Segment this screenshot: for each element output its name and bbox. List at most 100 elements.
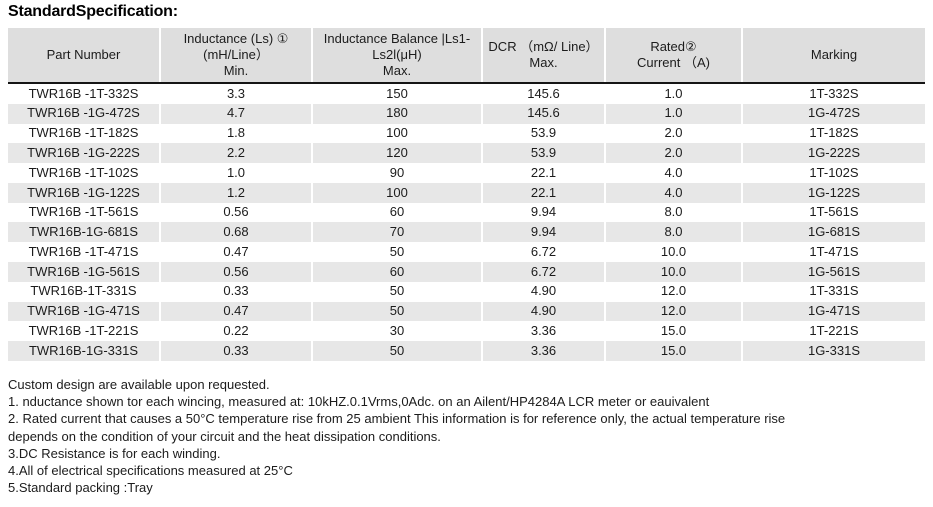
cell-marking: 1T-331S (809, 283, 859, 299)
cell-part-number: TWR16B -1T-471S (8, 242, 161, 263)
table-row: TWR16B -1G-472S 4.7 180 145.6 1.0 1G-472… (8, 103, 925, 124)
cell-marking: 1G-681S (807, 224, 861, 240)
col-header-marking: Marking (742, 28, 925, 84)
cell-dcr: 22.1 (482, 163, 606, 183)
col-header-rated-current: Rated② Current （A) (605, 28, 743, 84)
cell-inductance-balance: 90 (312, 163, 483, 183)
table-row: TWR16B -1T-471S 0.47 50 6.72 10.0 1T-471… (8, 242, 925, 263)
cell-inductance: 0.47 (160, 242, 313, 263)
note-4: 4.All of electrical specifications measu… (8, 462, 293, 478)
cell-marking: 1T-221S (809, 322, 859, 338)
header-row: Part Number Inductance (Ls) ① (mH/Line） … (8, 28, 925, 84)
cell-part-number: TWR16B -1T-102S (8, 163, 161, 183)
cell-rated-current: 8.0 (605, 202, 743, 223)
cell-rated-current: 1.0 (605, 83, 743, 104)
table-row: TWR16B-1G-331S 0.33 50 3.36 15.0 1G-331S (8, 341, 925, 361)
header-line: Marking (810, 47, 858, 62)
specification-table: Part Number Inductance (Ls) ① (mH/Line） … (8, 28, 925, 361)
cell-inductance: 0.56 (160, 262, 313, 282)
cell-inductance: 0.22 (160, 321, 313, 342)
cell-dcr: 22.1 (482, 182, 606, 203)
cell-inductance: 2.2 (160, 143, 313, 164)
cell-marking: 1T-561S (809, 204, 859, 220)
cell-marking: 1T-102S (809, 164, 859, 180)
col-header-part-number: Part Number (8, 28, 161, 84)
header-line: Max. (382, 63, 412, 78)
cell-inductance-balance: 150 (312, 83, 483, 104)
cell-dcr: 53.9 (482, 143, 606, 164)
cell-inductance-balance: 50 (312, 341, 483, 361)
cell-dcr: 3.36 (482, 341, 606, 361)
header-line: Rated② (650, 39, 697, 54)
note-2-continued: depends on the condition of your circuit… (8, 428, 441, 444)
cell-rated-current: 4.0 (605, 182, 743, 203)
cell-inductance: 0.47 (160, 301, 313, 322)
cell-inductance-balance: 50 (312, 242, 483, 263)
cell-rated-current: 4.0 (605, 163, 743, 183)
table-row: TWR16B -1G-561S 0.56 60 6.72 10.0 1G-561… (8, 262, 925, 282)
cell-inductance-balance: 50 (312, 301, 483, 322)
cell-inductance: 4.7 (160, 103, 313, 124)
cell-inductance: 0.33 (160, 341, 313, 361)
header-line: Inductance (Ls) ① (183, 31, 289, 46)
cell-rated-current: 15.0 (605, 341, 743, 361)
cell-part-number: TWR16B -1T-182S (8, 123, 161, 144)
footnotes: Custom design are available upon request… (8, 376, 925, 496)
header-line: Current （A) (637, 55, 710, 70)
header-line: (mH/Line） (203, 47, 269, 62)
cell-part-number: TWR16B -1G-472S (8, 103, 161, 124)
note-2: 2. Rated current that causes a 50°C temp… (8, 411, 786, 427)
note-custom-design: Custom design are available upon request… (8, 376, 270, 392)
col-header-dcr: DCR （mΩ/ Line） Max. (482, 28, 606, 84)
cell-inductance-balance: 60 (312, 262, 483, 282)
header-line: Min. (223, 63, 249, 78)
cell-inductance: 3.3 (160, 83, 313, 104)
cell-inductance: 1.2 (160, 182, 313, 203)
cell-rated-current: 15.0 (605, 321, 743, 342)
table-row: TWR16B-1T-331S 0.33 50 4.90 12.0 1T-331S (8, 281, 925, 302)
table-row: TWR16B -1T-182S 1.8 100 53.9 2.0 1T-182S (8, 123, 925, 144)
cell-marking: 1T-471S (809, 243, 859, 259)
cell-inductance: 0.33 (160, 281, 313, 302)
cell-dcr: 145.6 (482, 103, 606, 124)
cell-marking: 1T-332S (809, 85, 859, 101)
cell-inductance-balance: 60 (312, 202, 483, 223)
table-row: TWR16B -1G-471S 0.47 50 4.90 12.0 1G-471… (8, 301, 925, 322)
table-row: TWR16B-1G-681S 0.68 70 9.94 8.0 1G-681S (8, 222, 925, 243)
page-title: StandardSpecification: (8, 3, 178, 20)
header-line: Inductance Balance |Ls1- (323, 31, 471, 46)
cell-part-number: TWR16B -1G-122S (8, 182, 161, 203)
cell-dcr: 9.94 (482, 202, 606, 223)
cell-part-number: TWR16B -1T-561S (8, 202, 161, 223)
cell-rated-current: 12.0 (605, 301, 743, 322)
col-header-inductance: Inductance (Ls) ① (mH/Line） Min. (160, 28, 313, 84)
cell-part-number: TWR16B -1T-332S (8, 83, 161, 104)
header-line: Ls2l(μH) (372, 47, 422, 62)
cell-rated-current: 10.0 (605, 262, 743, 282)
note-1: 1. nductance shown tor each wincing, mea… (8, 394, 710, 410)
cell-part-number: TWR16B-1G-331S (8, 341, 161, 361)
cell-inductance-balance: 100 (312, 182, 483, 203)
cell-marking: 1G-122S (807, 184, 861, 200)
cell-rated-current: 2.0 (605, 123, 743, 144)
spec-sheet-page: StandardSpecification: Part Number Induc… (8, 3, 925, 496)
cell-inductance-balance: 120 (312, 143, 483, 164)
cell-part-number: TWR16B-1G-681S (8, 222, 161, 243)
cell-dcr: 145.6 (482, 83, 606, 104)
cell-rated-current: 10.0 (605, 242, 743, 263)
cell-part-number: TWR16B -1T-221S (8, 321, 161, 342)
table-row: TWR16B -1T-332S 3.3 150 145.6 1.0 1T-332… (8, 83, 925, 104)
cell-dcr: 4.90 (482, 301, 606, 322)
cell-marking: 1G-222S (807, 144, 861, 160)
cell-dcr: 9.94 (482, 222, 606, 243)
cell-inductance: 0.56 (160, 202, 313, 223)
col-header-inductance-balance: Inductance Balance |Ls1- Ls2l(μH) Max. (312, 28, 483, 84)
header-line: DCR （mΩ/ Line） (488, 39, 599, 54)
note-5: 5.Standard packing :Tray (8, 480, 153, 496)
cell-rated-current: 8.0 (605, 222, 743, 243)
cell-marking: 1G-561S (807, 263, 861, 279)
cell-inductance-balance: 100 (312, 123, 483, 144)
cell-rated-current: 12.0 (605, 281, 743, 302)
table-row: TWR16B -1G-222S 2.2 120 53.9 2.0 1G-222S (8, 143, 925, 164)
cell-part-number: TWR16B -1G-561S (8, 262, 161, 282)
